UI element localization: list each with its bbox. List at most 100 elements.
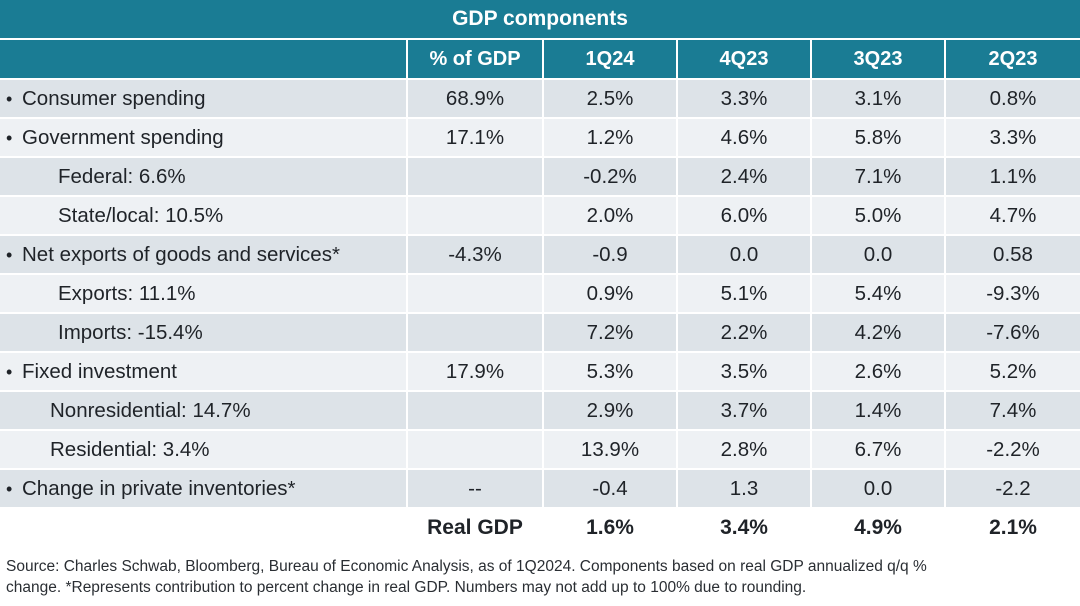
bullet-icon: • [6,127,13,148]
source-note: Source: Charles Schwab, Bloomberg, Burea… [6,556,1074,598]
value-cell-4q23: 3.5% [676,351,810,390]
row-label: • Change in private inventories* [0,468,406,507]
value-cell-3q23: 4.2% [810,312,944,351]
total-value-3q23: 4.9% [810,507,944,546]
value-cell-3q23: 2.6% [810,351,944,390]
pct-of-gdp-cell: -4.3% [406,234,542,273]
row-label: • Net exports of goods and services* [0,234,406,273]
table-row: State/local: 10.5% 2.0% 6.0% 5.0% 4.7% [0,195,1080,234]
header-cell-2q23: 2Q23 [944,38,1080,78]
value-cell-4q23: 1.3 [676,468,810,507]
row-label-text: Change in private inventories* [22,476,296,500]
value-cell-2q23: 3.3% [944,117,1080,156]
value-cell-3q23: 5.8% [810,117,944,156]
value-cell-2q23: 4.7% [944,195,1080,234]
row-label: Residential: 3.4% [0,429,406,468]
row-label: Exports: 11.1% [0,273,406,312]
value-cell-1q24: 1.2% [542,117,676,156]
value-cell-1q24: 2.9% [542,390,676,429]
bullet-icon: • [6,88,13,109]
value-cell-2q23: -2.2 [944,468,1080,507]
table-row: Federal: 6.6% -0.2% 2.4% 7.1% 1.1% [0,156,1080,195]
total-label: Real GDP [406,507,542,546]
row-label-text: Government spending [22,125,224,149]
header-cell-4q23: 4Q23 [676,38,810,78]
table-row: Nonresidential: 14.7% 2.9% 3.7% 1.4% 7.4% [0,390,1080,429]
value-cell-4q23: 4.6% [676,117,810,156]
total-value-2q23: 2.1% [944,507,1080,546]
value-cell-1q24: 7.2% [542,312,676,351]
bullet-icon: • [6,361,13,382]
table-title: GDP components [0,0,1080,38]
row-label-text: Nonresidential: 14.7% [50,398,251,422]
total-value-4q23: 3.4% [676,507,810,546]
value-cell-3q23: 0.0 [810,234,944,273]
row-label-text: Consumer spending [22,86,206,110]
bullet-icon: • [6,478,13,499]
value-cell-3q23: 6.7% [810,429,944,468]
source-line-2: change. *Represents contribution to perc… [6,579,807,596]
pct-of-gdp-cell [406,156,542,195]
row-label-text: Fixed investment [22,359,177,383]
value-cell-1q24: 5.3% [542,351,676,390]
value-cell-1q24: -0.2% [542,156,676,195]
row-label: Imports: -15.4% [0,312,406,351]
value-cell-2q23: 5.2% [944,351,1080,390]
value-cell-4q23: 2.2% [676,312,810,351]
pct-of-gdp-cell [406,429,542,468]
row-label: Nonresidential: 14.7% [0,390,406,429]
value-cell-1q24: 2.5% [542,78,676,117]
value-cell-3q23: 7.1% [810,156,944,195]
value-cell-1q24: -0.9 [542,234,676,273]
header-cell-3q23: 3Q23 [810,38,944,78]
table-row: • Change in private inventories* -- -0.4 1.3… [0,468,1080,507]
table-row: Exports: 11.1% 0.9% 5.1% 5.4% -9.3% [0,273,1080,312]
value-cell-2q23: 1.1% [944,156,1080,195]
header-cell-pct-of-gdp: % of GDP [406,38,542,78]
row-label: State/local: 10.5% [0,195,406,234]
row-label: • Consumer spending [0,78,406,117]
table-row: • Government spending 17.1% 1.2% 4.6% 5.8% 3.3… [0,117,1080,156]
value-cell-3q23: 5.4% [810,273,944,312]
row-label-text: Residential: 3.4% [50,437,210,461]
table-row: • Fixed investment 17.9% 5.3% 3.5% 2.6% 5.2% [0,351,1080,390]
value-cell-4q23: 2.4% [676,156,810,195]
total-value-1q24: 1.6% [542,507,676,546]
value-cell-2q23: -9.3% [944,273,1080,312]
value-cell-4q23: 5.1% [676,273,810,312]
row-label-text: Imports: -15.4% [58,320,203,344]
bullet-icon: • [6,244,13,265]
value-cell-4q23: 2.8% [676,429,810,468]
table-row: Imports: -15.4% 7.2% 2.2% 4.2% -7.6% [0,312,1080,351]
value-cell-3q23: 0.0 [810,468,944,507]
header-cell-1q24: 1Q24 [542,38,676,78]
total-row: Real GDP 1.6% 3.4% 4.9% 2.1% [0,507,1080,546]
pct-of-gdp-cell [406,312,542,351]
source-line-1: Source: Charles Schwab, Bloomberg, Burea… [6,558,927,575]
value-cell-4q23: 3.7% [676,390,810,429]
header-row: % of GDP 1Q24 4Q23 3Q23 2Q23 [0,38,1080,78]
pct-of-gdp-cell: 17.9% [406,351,542,390]
value-cell-2q23: 7.4% [944,390,1080,429]
value-cell-1q24: 0.9% [542,273,676,312]
pct-of-gdp-cell: 17.1% [406,117,542,156]
row-label: • Fixed investment [0,351,406,390]
pct-of-gdp-cell: 68.9% [406,78,542,117]
row-label: • Government spending [0,117,406,156]
value-cell-3q23: 3.1% [810,78,944,117]
row-label-text: Federal: 6.6% [58,164,186,188]
row-label-text: Exports: 11.1% [58,281,196,305]
value-cell-4q23: 6.0% [676,195,810,234]
total-empty-cell [0,507,406,546]
row-label-text: State/local: 10.5% [58,203,224,227]
table-row: • Consumer spending 68.9% 2.5% 3.3% 3.1% 0.8% [0,78,1080,117]
value-cell-2q23: -7.6% [944,312,1080,351]
pct-of-gdp-cell: -- [406,468,542,507]
value-cell-1q24: 13.9% [542,429,676,468]
value-cell-3q23: 5.0% [810,195,944,234]
pct-of-gdp-cell [406,195,542,234]
value-cell-1q24: -0.4 [542,468,676,507]
pct-of-gdp-cell [406,390,542,429]
value-cell-3q23: 1.4% [810,390,944,429]
